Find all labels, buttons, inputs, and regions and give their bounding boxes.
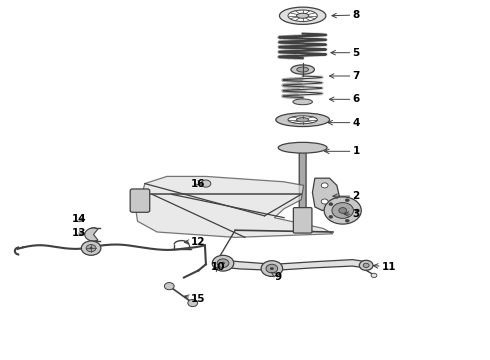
Text: 16: 16 (191, 179, 206, 189)
Circle shape (332, 203, 353, 219)
Ellipse shape (278, 142, 327, 153)
Circle shape (355, 209, 359, 212)
Circle shape (339, 208, 346, 213)
Text: 5: 5 (331, 48, 360, 58)
Circle shape (270, 267, 274, 270)
Text: 15: 15 (184, 294, 206, 304)
Wedge shape (85, 228, 98, 241)
Circle shape (221, 262, 225, 265)
Circle shape (188, 300, 197, 307)
Circle shape (81, 241, 101, 255)
Circle shape (212, 255, 234, 271)
Ellipse shape (291, 65, 315, 74)
Text: 14: 14 (72, 215, 86, 224)
FancyBboxPatch shape (294, 208, 312, 233)
Text: 13: 13 (72, 228, 86, 238)
Text: 8: 8 (332, 10, 360, 20)
Circle shape (345, 219, 349, 222)
Circle shape (164, 283, 174, 290)
Circle shape (261, 261, 283, 276)
Circle shape (363, 263, 369, 267)
Ellipse shape (293, 99, 313, 105)
Circle shape (266, 264, 278, 273)
Text: 10: 10 (211, 262, 225, 272)
Text: 2: 2 (333, 191, 360, 201)
Circle shape (329, 203, 333, 206)
FancyBboxPatch shape (130, 189, 150, 212)
FancyBboxPatch shape (299, 150, 306, 233)
Text: 3: 3 (344, 209, 360, 219)
Circle shape (324, 197, 361, 224)
Text: 6: 6 (329, 94, 360, 104)
Ellipse shape (288, 10, 318, 22)
Polygon shape (313, 178, 339, 211)
Circle shape (86, 244, 96, 252)
Text: 1: 1 (324, 146, 360, 156)
Circle shape (345, 199, 349, 202)
Ellipse shape (297, 67, 309, 72)
Text: 11: 11 (373, 262, 396, 272)
Ellipse shape (288, 116, 318, 124)
Circle shape (321, 183, 328, 188)
Circle shape (371, 273, 377, 278)
Text: 12: 12 (184, 237, 206, 247)
Text: 7: 7 (329, 71, 360, 81)
Circle shape (321, 199, 328, 204)
Circle shape (329, 215, 333, 218)
Text: 4: 4 (328, 118, 360, 128)
Polygon shape (217, 260, 367, 270)
Circle shape (201, 180, 211, 187)
Text: 9: 9 (271, 272, 281, 282)
Polygon shape (135, 176, 333, 237)
Circle shape (90, 247, 93, 249)
Circle shape (359, 260, 373, 270)
Circle shape (217, 259, 229, 267)
Ellipse shape (276, 113, 330, 127)
Ellipse shape (296, 13, 309, 18)
Ellipse shape (296, 118, 309, 122)
Ellipse shape (279, 7, 326, 24)
